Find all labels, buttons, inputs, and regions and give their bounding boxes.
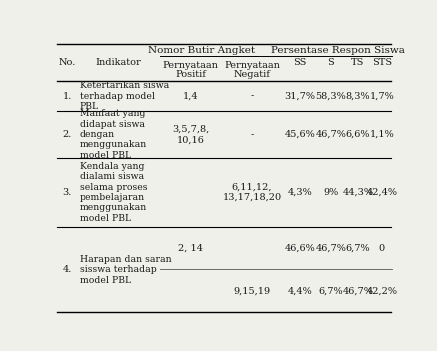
Text: Indikator: Indikator: [96, 58, 141, 67]
Text: 45,6%: 45,6%: [285, 130, 316, 139]
Text: 1,7%: 1,7%: [369, 92, 394, 100]
Text: Pernyataan: Pernyataan: [224, 61, 280, 69]
Text: SS: SS: [294, 58, 307, 67]
Text: 46,7%: 46,7%: [316, 244, 347, 253]
Text: 46,7%: 46,7%: [343, 286, 373, 295]
Text: Persentase Respon Siswa: Persentase Respon Siswa: [271, 46, 405, 55]
Text: Manfaat yang
didapat siswa
dengan
menggunakan
model PBL: Manfaat yang didapat siswa dengan menggu…: [80, 109, 147, 160]
Text: 4.: 4.: [62, 265, 72, 274]
Text: No.: No.: [59, 58, 76, 67]
Text: Ketertarikan siswa
terhadap model
PBL: Ketertarikan siswa terhadap model PBL: [80, 81, 169, 111]
Text: 2, 14: 2, 14: [178, 244, 203, 253]
Text: Nomor Butir Angket: Nomor Butir Angket: [149, 46, 256, 55]
Text: 3.: 3.: [62, 188, 72, 197]
Text: 3,5,7,8,
10,16: 3,5,7,8, 10,16: [172, 125, 209, 144]
Text: 42,4%: 42,4%: [366, 188, 397, 197]
Text: 4,4%: 4,4%: [288, 286, 312, 295]
Text: S: S: [328, 58, 334, 67]
Text: -: -: [250, 130, 254, 139]
Text: Pernyataan: Pernyataan: [163, 61, 218, 69]
Text: Harapan dan saran
sisswa terhadap
model PBL: Harapan dan saran sisswa terhadap model …: [80, 255, 171, 285]
Text: 31,7%: 31,7%: [284, 92, 316, 100]
Text: 46,6%: 46,6%: [285, 244, 316, 253]
Text: Positif: Positif: [175, 70, 206, 79]
Text: 9,15,19: 9,15,19: [233, 286, 271, 295]
Text: 44,3%: 44,3%: [343, 188, 374, 197]
Text: 8,3%: 8,3%: [346, 92, 370, 100]
Text: 1,4: 1,4: [183, 92, 198, 100]
Text: -: -: [250, 92, 254, 100]
Text: 6,7%: 6,7%: [319, 286, 343, 295]
Text: Kendala yang
dialami siswa
selama proses
pembelajaran
menggunakan
model PBL: Kendala yang dialami siswa selama proses…: [80, 162, 147, 223]
Text: 9%: 9%: [323, 188, 339, 197]
Text: 1,1%: 1,1%: [369, 130, 394, 139]
Text: 58,3%: 58,3%: [316, 92, 347, 100]
Text: Negatif: Negatif: [234, 70, 271, 79]
Text: 6,6%: 6,6%: [346, 130, 370, 139]
Text: 6,7%: 6,7%: [346, 244, 370, 253]
Text: 4,3%: 4,3%: [288, 188, 312, 197]
Text: STS: STS: [372, 58, 392, 67]
Text: 46,7%: 46,7%: [316, 130, 347, 139]
Text: 2.: 2.: [62, 130, 72, 139]
Text: 1.: 1.: [62, 92, 72, 100]
Text: 0: 0: [379, 244, 385, 253]
Text: TS: TS: [351, 58, 364, 67]
Text: 6,11,12,
13,17,18,20: 6,11,12, 13,17,18,20: [222, 183, 281, 202]
Text: 42,2%: 42,2%: [366, 286, 397, 295]
